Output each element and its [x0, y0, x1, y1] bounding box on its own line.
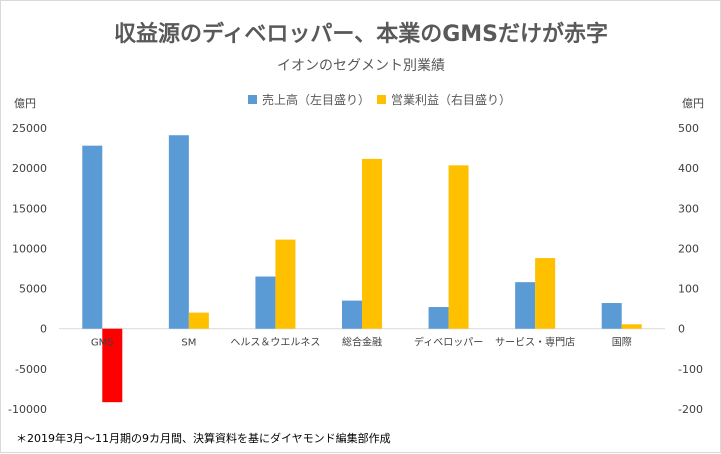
right-axis-tick: 200: [678, 242, 699, 255]
sales-bar-3: [255, 276, 276, 329]
operating-profit-bar-5: [448, 165, 469, 329]
footnote: ＊2019年3月～11月期の9カ月間、決算資料を基にダイヤモンド編集部作成: [16, 431, 391, 445]
category-label: ディベロッパー: [414, 336, 483, 349]
legend-label-sales: 売上高（左目盛り）: [262, 92, 370, 107]
category-label: GMS: [91, 338, 114, 349]
right-axis-tick: 300: [678, 202, 699, 215]
left-axis-tick: 15000: [12, 202, 47, 215]
chart-subtitle: イオンのセグメント別業績: [277, 58, 445, 74]
category-label: SM: [181, 338, 196, 349]
legend-label-operating-profit: 営業利益（右目盛り）: [391, 92, 511, 107]
right-axis-tick: 500: [678, 122, 699, 135]
right-axis-tick: 100: [678, 283, 699, 296]
sales-bar-5: [428, 307, 449, 329]
left-axis-tick: 0: [40, 323, 47, 336]
category-label: 国際: [612, 337, 632, 349]
category-label: ヘルス＆ウエルネス: [230, 337, 320, 349]
legend-swatch-sales: [248, 95, 257, 104]
right-axis-unit: 億円: [682, 97, 704, 110]
category-label: サービス・専門店: [495, 336, 575, 349]
left-axis-tick: 5000: [19, 283, 47, 296]
left-axis-tick: 10000: [12, 242, 47, 255]
operating-profit-bar-4: [362, 158, 382, 329]
left-axis-tick: -10000: [8, 403, 47, 416]
left-axis-tick: -5000: [15, 363, 47, 376]
chart-title: 収益源のディベロッパー、本業のGMSだけが赤字: [114, 21, 608, 47]
sales-bar-6: [515, 282, 536, 329]
sales-bar-1: [82, 145, 103, 329]
operating-profit-bar-6: [535, 258, 556, 329]
legend-swatch-operating-profit: [377, 95, 386, 104]
sales-bar-2: [168, 135, 189, 329]
sales-bar-7: [601, 303, 622, 329]
operating-profit-bar-3: [275, 239, 296, 329]
right-axis-tick: -100: [678, 363, 703, 376]
operating-profit-bar-1: [102, 328, 123, 403]
sales-bar-4: [342, 300, 362, 329]
right-axis-tick: 0: [678, 323, 685, 336]
operating-profit-bar-7: [621, 324, 642, 329]
left-axis-tick: 25000: [12, 122, 47, 135]
left-axis-unit: 億円: [14, 97, 36, 110]
left-axis-tick: 20000: [12, 162, 47, 175]
plot-area: 25000 20000 15000 10000 5000 0 -5000 -10000 500 4…: [8, 122, 703, 416]
category-label: 総合金融: [342, 336, 382, 349]
right-axis-tick: 400: [678, 162, 699, 175]
right-axis-tick: -200: [678, 403, 703, 416]
operating-profit-bar-2: [188, 312, 209, 329]
